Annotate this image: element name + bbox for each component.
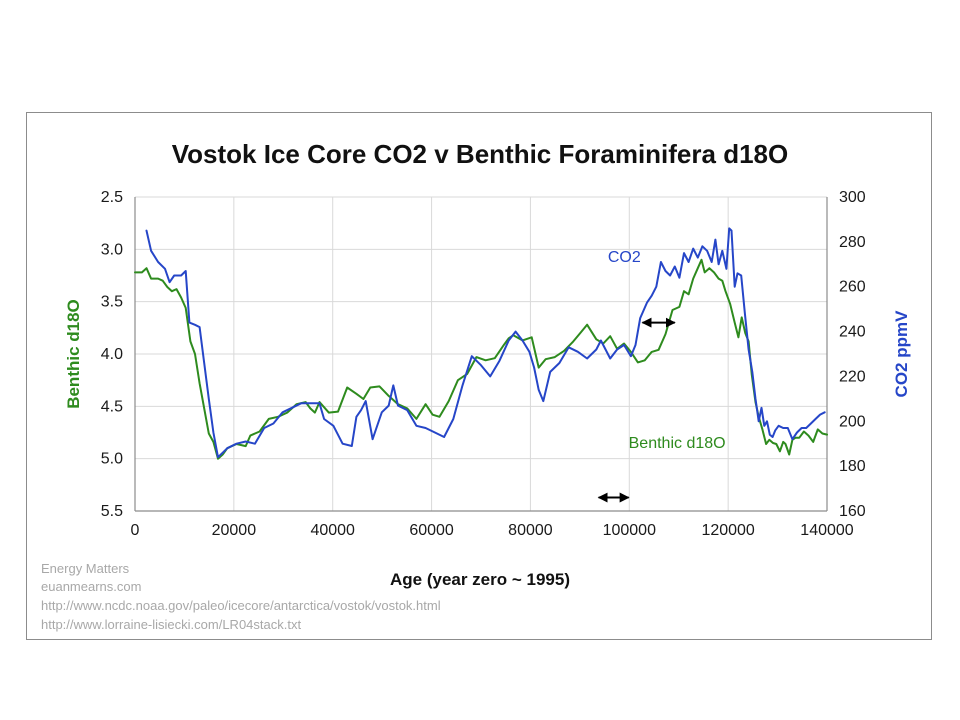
- right-tick-label: 240: [839, 324, 866, 341]
- right-tick-label: 220: [839, 368, 866, 385]
- x-tick-label: 60000: [409, 522, 454, 539]
- credit-line: euanmearns.com: [41, 579, 141, 594]
- annotation-layer: CO2 Benthic d18O: [597, 249, 726, 503]
- right-tick-label: 300: [839, 189, 866, 206]
- right-tick-label: 180: [839, 458, 866, 475]
- x-tick-label: 140000: [800, 522, 853, 539]
- left-tick-label: 5.5: [101, 503, 123, 520]
- right-tick-label: 160: [839, 503, 866, 520]
- x-tick-labels: 0 20000 40000 60000 80000 100000 120000 140000: [131, 522, 854, 539]
- chart-title: Vostok Ice Core CO2 v Benthic Foraminife…: [172, 139, 788, 169]
- left-tick-label: 4.5: [101, 398, 123, 415]
- co2-series-line: [145, 227, 826, 459]
- x-tick-label: 40000: [310, 522, 355, 539]
- left-tick-label: 3.5: [101, 294, 123, 311]
- x-tick-label: 80000: [508, 522, 553, 539]
- x-tick-label: 20000: [212, 522, 257, 539]
- right-tick-label: 200: [839, 413, 866, 430]
- left-tick-label: 5.0: [101, 451, 123, 468]
- chart-panel: Vostok Ice Core CO2 v Benthic Foraminife…: [26, 112, 932, 640]
- credits-block: Energy Matters euanmearns.com http://www…: [41, 561, 441, 632]
- d18o-series-line: [134, 258, 828, 460]
- left-tick-label: 4.0: [101, 346, 123, 363]
- gridlines: [134, 196, 828, 512]
- left-tick-label: 3.0: [101, 241, 123, 258]
- x-tick-label: 100000: [603, 522, 656, 539]
- x-axis-title: Age (year zero ~ 1995): [390, 570, 570, 589]
- d18o-label: Benthic d18O: [629, 435, 726, 452]
- series-layer: [134, 227, 828, 460]
- credit-line: Energy Matters: [41, 561, 130, 576]
- y-right-axis-title: CO2 ppmV: [892, 310, 911, 398]
- left-tick-labels: 2.5 3.0 3.5 4.0 4.5 5.0 5.5: [101, 189, 123, 520]
- left-tick-label: 2.5: [101, 189, 123, 206]
- right-tick-labels: 300 280 260 240 220 200 180 160: [839, 189, 866, 520]
- plot-frame: [134, 197, 828, 512]
- y-left-axis-title: Benthic d18O: [64, 299, 83, 409]
- x-tick-label: 0: [131, 522, 140, 539]
- x-tick-label: 120000: [701, 522, 754, 539]
- right-tick-label: 280: [839, 234, 866, 251]
- credit-line: http://www.lorraine-lisiecki.com/LR04sta…: [41, 617, 301, 632]
- chart-svg: Vostok Ice Core CO2 v Benthic Foraminife…: [41, 139, 911, 632]
- credit-line: http://www.ncdc.noaa.gov/paleo/icecore/a…: [41, 598, 441, 613]
- co2-label: CO2: [608, 249, 641, 266]
- right-tick-label: 260: [839, 279, 866, 296]
